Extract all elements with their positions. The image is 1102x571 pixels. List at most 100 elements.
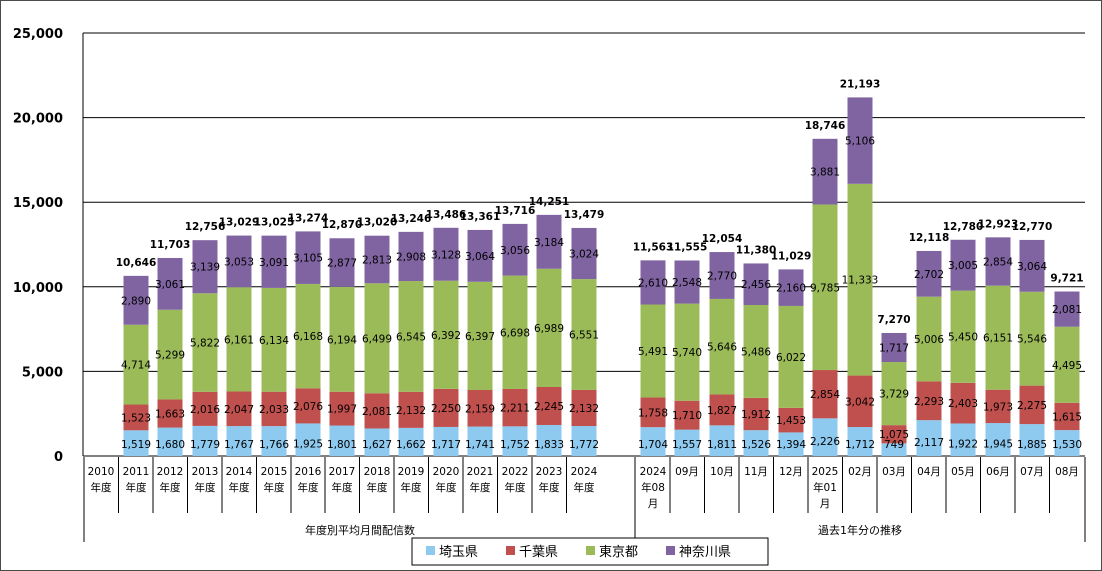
bar-segment-2 [192, 391, 218, 426]
data-label: 6,551 [569, 330, 599, 342]
data-label: 1,741 [465, 439, 495, 451]
bar-segment-4 [364, 235, 390, 284]
total-label: 12,770 [1012, 221, 1053, 233]
bar-segment-2 [709, 394, 735, 426]
category-label: 年度 [126, 481, 147, 494]
total-label: 13,029 [219, 217, 260, 229]
bar-segment-1 [329, 425, 355, 456]
data-label: 3,729 [879, 389, 909, 401]
bar-segment-2 [398, 391, 424, 428]
data-label: 1,075 [879, 429, 909, 441]
data-label: 1,885 [1017, 439, 1047, 451]
data-label: 2,047 [224, 404, 254, 416]
bar-segment-2 [674, 400, 700, 430]
category-label: 06月 [986, 466, 1010, 478]
category-label: 02月 [848, 466, 872, 478]
data-label: 2,908 [396, 251, 426, 263]
data-label: 5,546 [1017, 334, 1047, 346]
bar-segment-4 [1054, 291, 1080, 327]
data-label: 5,106 [845, 136, 875, 148]
data-label: 5,486 [741, 346, 771, 358]
data-label: 1,712 [845, 439, 875, 451]
bar-segment-4 [674, 260, 700, 304]
bar-segment-4 [743, 263, 769, 306]
bar-segment-1 [950, 423, 976, 456]
data-label: 2,702 [914, 269, 944, 281]
data-label: 1,717 [431, 439, 461, 451]
bar-segment-1 [571, 426, 597, 456]
data-label: 1,710 [672, 410, 702, 422]
legend-label-1: 埼玉県 [439, 545, 478, 560]
data-label: 2,245 [534, 401, 564, 413]
y-tick-label: 15,000 [13, 196, 63, 211]
bar-segment-2 [812, 370, 838, 419]
data-label: 1,394 [776, 439, 806, 451]
bar-segment-3 [674, 303, 700, 401]
category-label: 2019 [398, 466, 425, 478]
bar-segment-1 [1019, 424, 1045, 456]
legend-label-4: 神奈川県 [679, 545, 731, 560]
data-label: 1,530 [1052, 439, 1082, 451]
data-label: 3,005 [948, 260, 978, 272]
bar-segment-1 [1054, 430, 1080, 456]
category-label: 月 [648, 498, 659, 510]
bar-segment-1 [812, 418, 838, 456]
bar-segment-3 [709, 298, 735, 395]
category-label: 年度 [436, 481, 457, 494]
data-label: 1,767 [224, 439, 254, 451]
data-label: 2,877 [327, 258, 357, 270]
data-label: 1,717 [879, 343, 909, 355]
bar-segment-4 [329, 238, 355, 287]
data-label: 3,053 [224, 256, 254, 268]
data-label: 5,491 [638, 346, 668, 358]
data-label: 2,081 [362, 406, 392, 418]
data-label: 5,646 [707, 342, 737, 354]
category-label: 05月 [951, 466, 975, 478]
data-label: 2,226 [810, 436, 840, 448]
data-label: 4,495 [1052, 360, 1082, 372]
category-label: 月 [820, 498, 831, 510]
data-label: 1,925 [293, 439, 323, 451]
data-label: 1,680 [155, 439, 185, 451]
total-label: 7,270 [877, 314, 910, 326]
bar-segment-1 [433, 426, 459, 456]
data-label: 6,397 [465, 331, 495, 343]
data-label: 6,134 [259, 335, 289, 347]
legend-swatch-3 [586, 546, 595, 555]
bar-segment-1 [536, 424, 562, 456]
data-label: 2,033 [259, 404, 289, 416]
bar-segment-3 [916, 296, 942, 382]
y-tick-label: 20,000 [13, 112, 63, 127]
data-label: 3,184 [534, 237, 564, 249]
data-label: 3,024 [569, 249, 599, 261]
data-label: 2,132 [396, 405, 426, 417]
category-label: 09月 [675, 466, 699, 478]
category-label: 2022 [502, 466, 529, 478]
bar-segment-4 [157, 257, 183, 310]
bar-segment-4 [295, 231, 321, 284]
total-label: 13,246 [391, 213, 432, 225]
bar-segment-2 [433, 388, 459, 427]
category-label: 2012 [157, 466, 184, 478]
bar-segment-4 [778, 269, 804, 306]
total-label: 13,274 [288, 212, 329, 224]
data-label: 1,827 [707, 405, 737, 417]
data-label: 2,610 [638, 277, 668, 289]
bar-segment-2 [1019, 385, 1045, 425]
bar-segment-2 [916, 381, 942, 421]
bar-segment-2 [571, 389, 597, 427]
data-label: 1,523 [121, 412, 151, 424]
data-label: 1,779 [190, 439, 220, 451]
data-label: 5,299 [155, 350, 185, 362]
category-label: 2010 [88, 466, 115, 478]
total-label: 13,361 [460, 211, 501, 223]
bar-segment-1 [985, 423, 1011, 456]
category-label: 年08 [641, 481, 665, 494]
bar-segment-3 [467, 281, 493, 391]
bar-segment-3 [985, 285, 1011, 390]
bar-segment-4 [571, 227, 597, 280]
data-label: 6,022 [776, 352, 806, 364]
legend-label-2: 千葉県 [519, 545, 558, 560]
data-label: 1,662 [396, 439, 426, 451]
bar-segment-3 [571, 279, 597, 390]
